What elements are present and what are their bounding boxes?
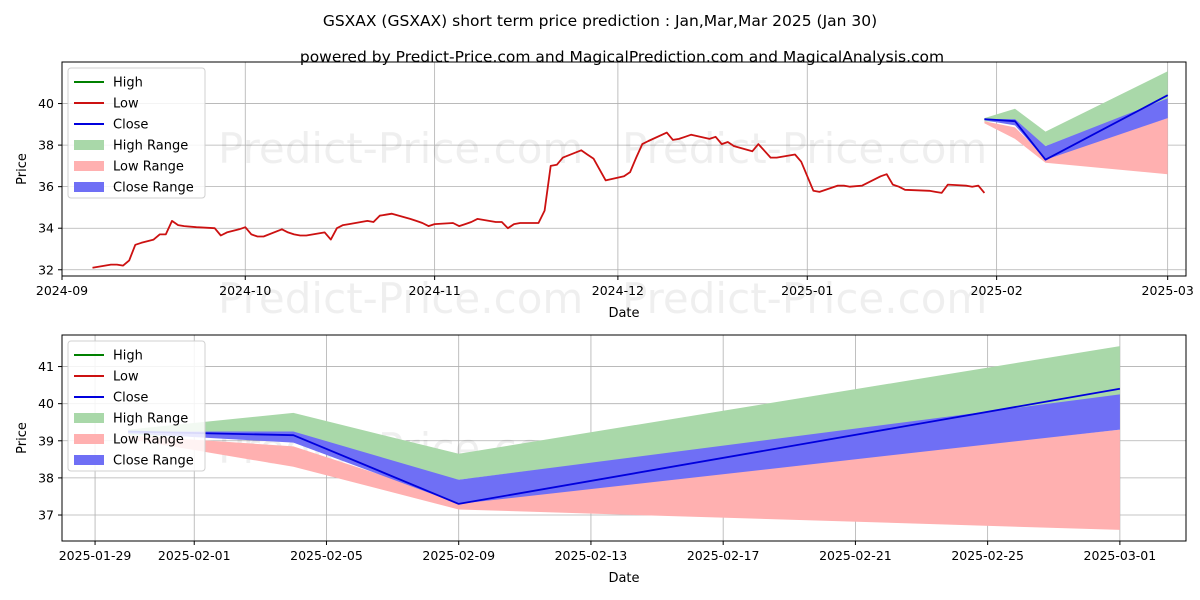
y-tick-label: 39 (38, 433, 54, 448)
x-tick-label: 2025-02-05 (290, 548, 363, 563)
watermark-bottom-4: Predict-Price.com (622, 274, 987, 323)
low-range-band (128, 429, 1120, 530)
high-range-band (128, 346, 1120, 480)
legend-swatch (74, 413, 104, 423)
x-tick-label: 2025-03-01 (1084, 548, 1157, 563)
legend-swatch (74, 455, 104, 465)
bottom-y-axis-label: Price (15, 422, 30, 454)
legend-label: High (113, 76, 143, 91)
legend-label: High Range (113, 139, 188, 154)
chart-title: GSXAX (GSXAX) short term price predictio… (323, 12, 877, 30)
top-y-axis-label: Price (15, 153, 30, 185)
x-tick-label: 2024-09 (36, 283, 88, 298)
y-tick-label: 40 (38, 396, 54, 411)
y-tick-label: 40 (38, 96, 54, 111)
top-plot-frame (61, 61, 1187, 277)
close-forecast-line (984, 94, 1169, 161)
bottom-plot-frame (61, 334, 1187, 542)
x-tick-label: 2024-12 (592, 283, 644, 298)
x-tick-label: 2025-02-09 (422, 548, 495, 563)
legend-label: Close Range (113, 454, 194, 469)
top-price-chart: Predict-Price.com Predict-Price.com 2024… (15, 61, 1194, 321)
legend-label: Low Range (113, 433, 184, 448)
y-tick-label: 38 (38, 470, 54, 485)
legend-swatch (74, 434, 104, 444)
legend-label: Low (113, 370, 139, 385)
bottom-legend: High Low Close High Range Low Range Close Ran… (67, 340, 206, 472)
chart-subtitle: powered by Predict-Price.com and Magical… (300, 48, 944, 66)
bottom-forecast-chart: Predict-Price.com Predict-Price.com Pred… (15, 274, 1187, 586)
y-tick-label: 38 (38, 138, 54, 153)
legend-label: Close (113, 118, 148, 133)
low-history-line (92, 131, 986, 269)
legend-swatch (74, 161, 104, 171)
x-tick-label: 2025-01-29 (59, 548, 132, 563)
x-tick-label: 2024-11 (409, 283, 461, 298)
x-tick-label: 2025-01 (781, 283, 833, 298)
x-tick-label: 2024-10 (219, 283, 271, 298)
legend-swatch (74, 182, 104, 192)
watermark-bottom-3: Predict-Price.com (218, 274, 583, 323)
y-tick-label: 41 (38, 359, 54, 374)
watermark-top-1: Predict-Price.com (218, 124, 583, 173)
y-tick-label: 32 (38, 262, 54, 277)
close-forecast-line (128, 387, 1121, 505)
x-tick-label: 2025-02 (971, 283, 1023, 298)
x-tick-label: 2025-02-25 (951, 548, 1024, 563)
top-x-axis-label: Date (608, 306, 639, 321)
legend-label: Close (113, 391, 148, 406)
x-tick-label: 2025-02-17 (687, 548, 760, 563)
watermark-top-2: Predict-Price.com (622, 124, 987, 173)
top-legend: High Low Close High Range Low Range Close Ran… (67, 67, 206, 199)
x-tick-label: 2025-02-13 (555, 548, 628, 563)
bottom-x-axis-label: Date (608, 571, 639, 586)
y-tick-label: 37 (38, 508, 54, 523)
legend-label: Low (113, 97, 139, 112)
high-range-band (984, 71, 1168, 147)
x-tick-label: 2025-03 (1142, 283, 1194, 298)
legend-label: Low Range (113, 160, 184, 175)
low-range-band (984, 118, 1168, 175)
y-tick-label: 34 (38, 221, 54, 236)
legend-label: High (113, 349, 143, 364)
y-tick-label: 36 (38, 179, 54, 194)
legend-label: High Range (113, 412, 188, 427)
x-tick-label: 2025-02-01 (158, 548, 231, 563)
legend-swatch (74, 140, 104, 150)
legend-label: Close Range (113, 181, 194, 196)
x-tick-label: 2025-02-21 (819, 548, 892, 563)
